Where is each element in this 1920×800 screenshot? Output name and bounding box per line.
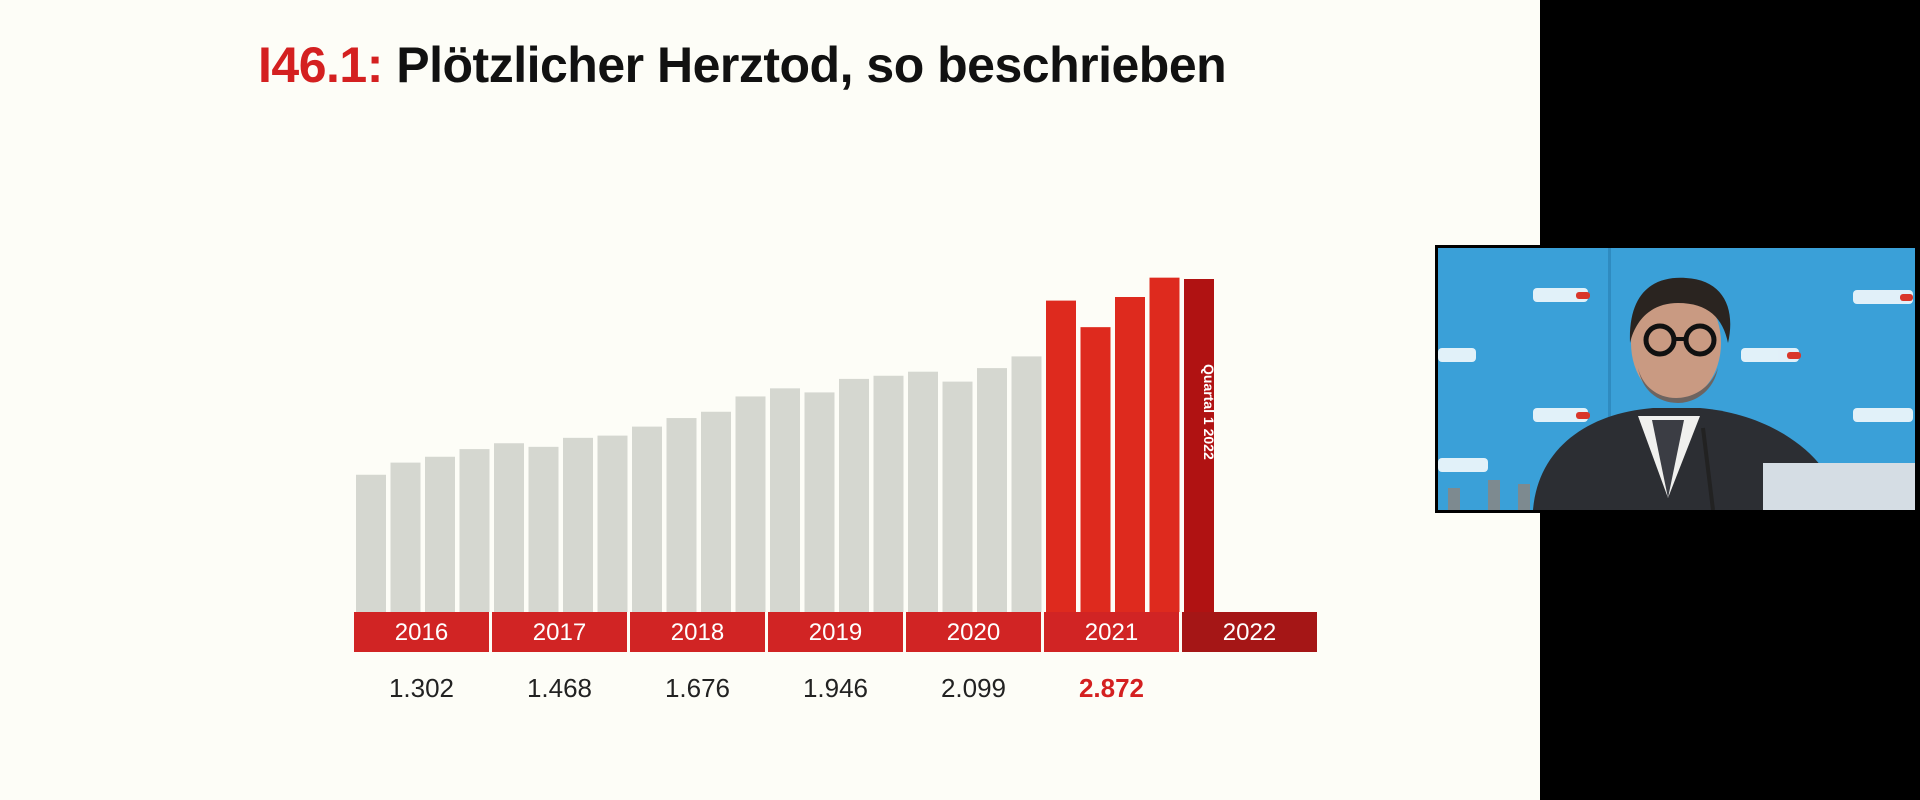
bar-2021-q1 (1046, 300, 1076, 612)
annual-total-2016: 1.302 (389, 673, 454, 703)
bar-2018-q1 (632, 426, 662, 612)
title-text: Plötzlicher Herztod, so beschrieben (396, 37, 1227, 93)
year-label-2016: 2016 (395, 619, 448, 646)
year-band-2020 (906, 612, 1041, 652)
annual-total-2021: 2.872 (1079, 673, 1144, 703)
bar-2018-q3 (701, 411, 731, 612)
bar-2016-q2 (390, 462, 421, 612)
bar-2016-q3 (425, 456, 455, 612)
year-band-2019 (768, 612, 903, 652)
backdrop-logo-accents (1576, 292, 1913, 419)
bar-2016-q4 (459, 449, 490, 612)
water-bottles (1448, 480, 1530, 510)
bar-annotation-label: Quartal 1 2022 (1201, 364, 1217, 460)
bar-2019-q2 (804, 392, 835, 612)
bar-2017-q2 (528, 446, 559, 612)
bar-2019-q4 (873, 375, 904, 612)
year-label-2020: 2020 (947, 619, 1000, 646)
year-label-2021: 2021 (1085, 619, 1138, 646)
bar-2020-q3 (977, 368, 1007, 612)
bar-2020-q2 (942, 381, 973, 612)
bar-2017-q3 (563, 437, 593, 612)
year-band-2022 (1182, 612, 1317, 652)
annual-total-2020: 2.099 (941, 673, 1006, 703)
year-label-2019: 2019 (809, 619, 862, 646)
title-code: I46.1: (258, 37, 383, 93)
bar-2020-q4 (1011, 356, 1042, 612)
year-band-2018 (630, 612, 765, 652)
bar-2017-q4 (597, 435, 628, 612)
bar-2018-q4 (735, 396, 766, 612)
slide-title: I46.1: Plötzlicher Herztod, so beschrieb… (258, 36, 1227, 94)
bar-2019-q3 (839, 378, 869, 612)
laptop (1763, 463, 1915, 510)
annual-total-2019: 1.946 (803, 673, 868, 703)
year-band-2021 (1044, 612, 1179, 652)
annual-total-2018: 1.676 (665, 673, 730, 703)
bar-2017-q1 (494, 443, 524, 612)
bar-2018-q2 (666, 418, 697, 612)
bar-2019-q1 (770, 388, 800, 612)
microphone (1701, 427, 1715, 510)
bar-chart: 2016 1.302 2017 1.468 2018 1.676 2019 1.946 2020… (354, 277, 1317, 703)
speaker-video-frame (1438, 248, 1915, 510)
bar-2016-q1 (356, 474, 386, 612)
year-label-2018: 2018 (671, 619, 724, 646)
backdrop-logos (1438, 288, 1913, 472)
year-band-2016 (354, 612, 489, 652)
bar-2021-q2 (1080, 327, 1111, 612)
bar-2020-q1 (908, 371, 938, 612)
year-label-2017: 2017 (533, 619, 586, 646)
presentation-slide: I46.1: Plötzlicher Herztod, so beschrieb… (0, 0, 1540, 800)
year-label-2022: 2022 (1223, 619, 1276, 646)
bar-2021-q3 (1115, 297, 1145, 612)
year-band-2017 (492, 612, 627, 652)
bar-2021-q4 (1149, 277, 1180, 612)
speaker-video-inset (1435, 245, 1918, 513)
bar-2022-q1 (1184, 279, 1214, 612)
annual-total-2017: 1.468 (527, 673, 592, 703)
